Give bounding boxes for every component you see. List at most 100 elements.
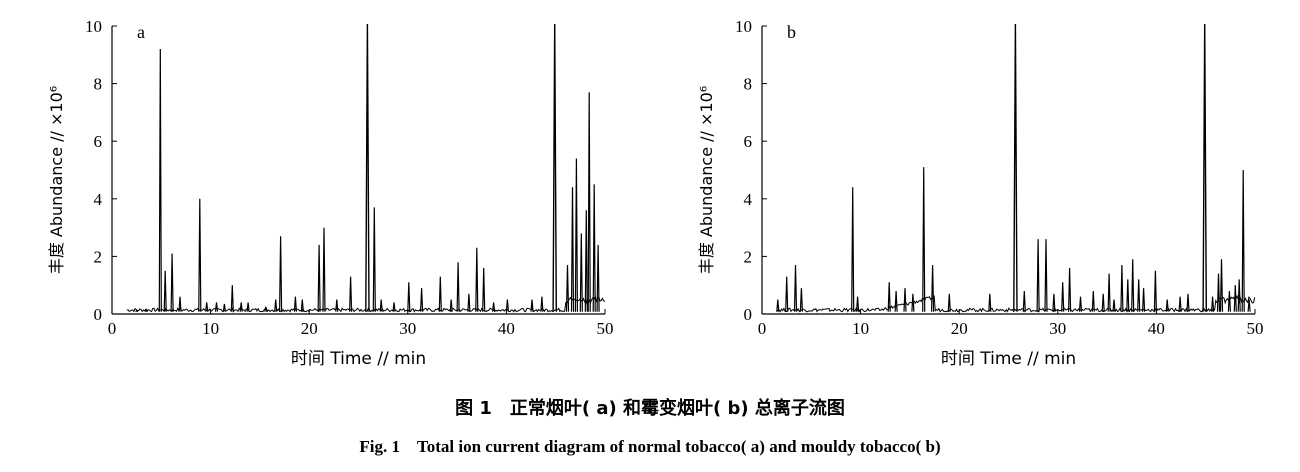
x-tick-label: 30	[399, 319, 416, 338]
peak-mark	[158, 48, 162, 312]
peak-mark	[144, 308, 149, 312]
peak-mark	[335, 299, 339, 312]
peak-mark	[420, 288, 424, 312]
peak-mark	[988, 293, 992, 312]
y-tick-label: 8	[94, 75, 103, 94]
peak-mark	[222, 303, 226, 312]
peak-mark	[163, 270, 167, 312]
peak-mark	[592, 184, 596, 312]
peak-mark	[856, 296, 860, 312]
peak-mark	[322, 227, 326, 312]
peak-mark	[947, 293, 951, 312]
peak-mark	[1153, 270, 1157, 312]
y-tick-label: 0	[744, 305, 753, 324]
peak-mark	[274, 299, 278, 312]
y-tick-label: 2	[94, 247, 103, 266]
peak-mark	[505, 299, 509, 312]
y-tick-label: 4	[744, 190, 753, 209]
peak-mark	[407, 282, 411, 312]
peak-mark	[584, 210, 588, 312]
peak-mark	[574, 158, 578, 312]
x-tick-label: 10	[202, 319, 219, 338]
peak-mark	[785, 276, 789, 312]
x-tick-label: 30	[1049, 319, 1066, 338]
x-tick-label: 40	[498, 319, 515, 338]
peak-mark	[438, 276, 442, 312]
peak-mark	[300, 299, 304, 312]
peak-mark	[246, 302, 250, 312]
peak-mark	[293, 296, 297, 312]
x-tick-label: 40	[1148, 319, 1165, 338]
peak-mark	[317, 244, 321, 312]
peak-mark	[579, 233, 583, 312]
x-axis-label: 时间 Time // min	[291, 349, 426, 369]
peak-mark	[198, 198, 202, 312]
peak-mark	[1101, 293, 1105, 312]
peak-mark	[596, 244, 600, 312]
chromatogram-b-svg: 0 10 20 30 40 50 0 2 4 6 8 10 b 时间 Time // min 丰度 Abun…	[697, 17, 1264, 369]
peak-mark	[1013, 24, 1018, 312]
y-tick-label: 10	[85, 17, 102, 36]
figure-caption-english: Fig. 1 Total ion current diagram of norm…	[359, 437, 941, 456]
peak-mark	[1219, 259, 1224, 312]
peak-mark	[205, 302, 209, 312]
peak-mark	[392, 302, 396, 312]
peak-mark	[911, 293, 915, 312]
peak-mark	[540, 296, 544, 312]
y-tick-label: 4	[94, 190, 103, 209]
x-tick-label: 0	[758, 319, 767, 338]
y-axis-label: 丰度 Abundance // ×10⁶	[697, 86, 716, 274]
peak-mark	[1078, 296, 1083, 312]
peak-mark	[903, 288, 907, 312]
peak-mark	[1241, 169, 1245, 312]
peak-mark	[1178, 296, 1182, 312]
peak-mark	[467, 293, 471, 312]
y-tick-label: 6	[744, 132, 753, 151]
peak-mark	[922, 167, 926, 312]
y-tick-label: 8	[744, 75, 753, 94]
peak-mark	[475, 247, 479, 312]
chromatogram-panel-b: 0 10 20 30 40 50 0 2 4 6 8 10 b 时间 Time // min 丰度 Abun…	[650, 0, 1300, 390]
peak-mark	[1165, 299, 1169, 312]
peak-mark	[449, 299, 453, 312]
peak-mark	[482, 267, 486, 312]
y-tick-label: 10	[735, 17, 752, 36]
baseline-trace	[776, 294, 1255, 313]
peak-mark	[1044, 239, 1048, 312]
peak-mark	[1036, 239, 1040, 312]
peak-mark	[230, 285, 234, 312]
peak-mark	[851, 187, 855, 312]
chromatogram-a-svg: 0 10 20 30 40 50 0 2 4 6 8 10 a 时间 Time // min 丰度 Abun…	[47, 17, 614, 369]
figure-caption-chinese: 图 1 正常烟叶( a) 和霉变烟叶( b) 总离子流图	[455, 398, 845, 419]
peak-mark	[178, 296, 182, 312]
x-tick-label: 50	[597, 319, 614, 338]
peak-mark	[1186, 293, 1190, 312]
peak-mark	[1061, 282, 1065, 312]
peak-mark	[379, 299, 383, 312]
x-tick-label: 20	[951, 319, 968, 338]
y-tick-label: 2	[744, 247, 753, 266]
peak-mark	[1107, 273, 1111, 312]
peak-mark	[570, 187, 575, 312]
peak-mark	[1137, 279, 1141, 312]
peak-mark	[135, 309, 139, 313]
chromatogram-panel-a: 0 10 20 30 40 50 0 2 4 6 8 10 a 时间 Time // min 丰度 Abun…	[0, 0, 650, 390]
peak-mark	[552, 24, 557, 312]
peak-mark	[279, 236, 283, 312]
x-axis-label: 时间 Time // min	[941, 349, 1076, 369]
peak-mark	[799, 288, 803, 312]
peak-mark	[1237, 279, 1241, 312]
peak-mark	[887, 282, 891, 312]
x-tick-label: 50	[1247, 319, 1264, 338]
panel-label: a	[137, 22, 145, 42]
peak-mark	[565, 264, 570, 312]
peak-mark	[1202, 24, 1207, 312]
peak-mark	[587, 92, 591, 312]
peak-mark	[365, 24, 370, 312]
peak-mark	[1126, 279, 1130, 312]
peak-mark	[894, 290, 898, 312]
peak-mark	[530, 299, 534, 312]
peak-mark	[239, 302, 243, 312]
x-tick-label: 20	[301, 319, 318, 338]
peak-mark	[1052, 293, 1056, 312]
